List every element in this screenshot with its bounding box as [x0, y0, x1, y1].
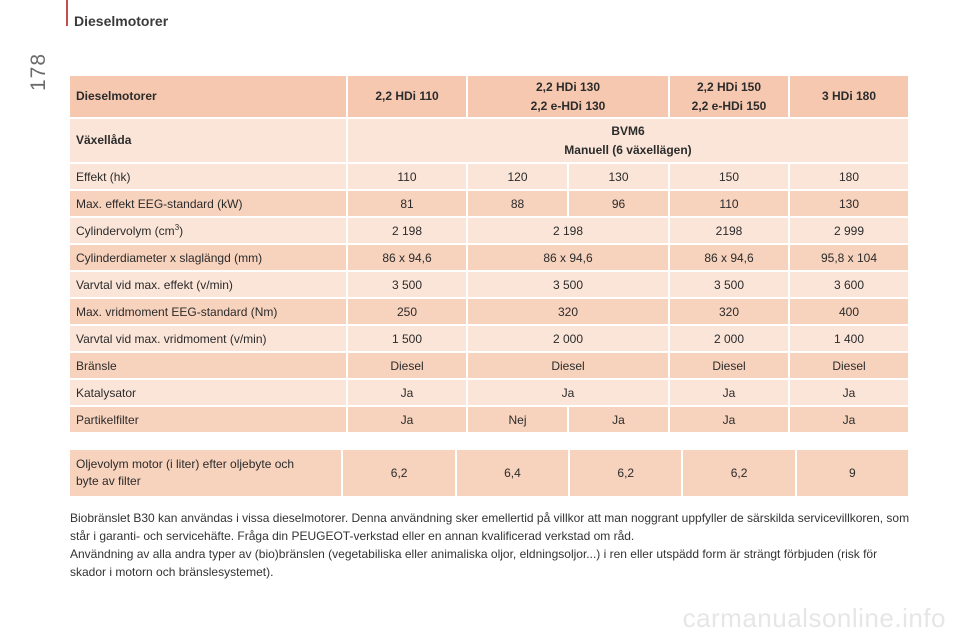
table-row: Katalysator Ja Ja Ja Ja — [70, 380, 908, 405]
header-col-1: 2,2 HDi 110 — [348, 76, 466, 117]
table-row: Oljevolym motor (i liter) efter oljebyte… — [70, 450, 908, 496]
page-number: 178 — [27, 52, 50, 92]
table-row: Varvtal vid max. effekt (v/min) 3 500 3 … — [70, 272, 908, 297]
watermark: carmanualsonline.info — [682, 603, 946, 633]
table-row: Effekt (hk) 110 120 130 150 180 — [70, 164, 908, 189]
table-row: Max. effekt EEG-standard (kW) 81 88 96 1… — [70, 191, 908, 216]
gearbox-value: BVM6 Manuell (6 växellägen) — [348, 119, 908, 162]
table-row: Bränsle Diesel Diesel Diesel Diesel — [70, 353, 908, 378]
table-row: Cylindervolym (cm3) 2 198 2 198 2198 2 9… — [70, 218, 908, 243]
fuel-warning: Användning av alla andra typer av (bio)b… — [70, 547, 878, 579]
header-col-3: 2,2 HDi 150 2,2 e-HDi 150 — [670, 76, 788, 117]
table-row: Cylinderdiameter x slaglängd (mm) 86 x 9… — [70, 245, 908, 270]
gearbox-row: Växellåda BVM6 Manuell (6 växellägen) — [70, 119, 908, 162]
gearbox-label: Växellåda — [70, 119, 346, 162]
header-label: Dieselmotorer — [70, 76, 346, 117]
oil-volume-label: Oljevolym motor (i liter) efter oljebyte… — [70, 450, 342, 496]
section-title: Dieselmotorer — [74, 13, 169, 29]
table-row: Max. vridmoment EEG-standard (Nm) 250 32… — [70, 299, 908, 324]
table-header-row: Dieselmotorer 2,2 HDi 110 2,2 HDi 130 2,2… — [70, 76, 908, 117]
biofuel-note: Biobränslet B30 kan användas i vissa die… — [70, 511, 910, 543]
header-col-2: 2,2 HDi 130 2,2 e-HDi 130 — [468, 76, 668, 117]
engine-spec-table: Dieselmotorer 2,2 HDi 110 2,2 HDi 130 2,2… — [68, 74, 910, 434]
oil-volume-table: Oljevolym motor (i liter) efter oljebyte… — [68, 448, 910, 498]
table-row: Partikelfilter Ja Nej Ja Ja Ja — [70, 407, 908, 432]
table-row: Varvtal vid max. vridmoment (v/min) 1 50… — [70, 326, 908, 351]
header-col-4: 3 HDi 180 — [790, 76, 908, 117]
section-accent-bar — [66, 0, 68, 26]
cylindervolym-label: Cylindervolym (cm3) — [70, 218, 346, 243]
